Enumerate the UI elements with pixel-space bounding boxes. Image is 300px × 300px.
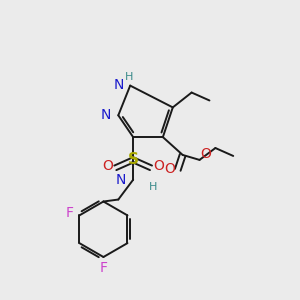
Text: N: N bbox=[116, 173, 126, 187]
Text: O: O bbox=[164, 162, 175, 176]
Text: S: S bbox=[128, 152, 139, 167]
Text: N: N bbox=[114, 78, 124, 92]
Text: O: O bbox=[200, 147, 211, 161]
Text: F: F bbox=[65, 206, 74, 220]
Text: O: O bbox=[154, 159, 164, 173]
Text: N: N bbox=[101, 108, 111, 122]
Text: O: O bbox=[102, 159, 113, 173]
Text: H: H bbox=[149, 182, 157, 192]
Text: H: H bbox=[125, 72, 134, 82]
Text: F: F bbox=[99, 261, 107, 275]
